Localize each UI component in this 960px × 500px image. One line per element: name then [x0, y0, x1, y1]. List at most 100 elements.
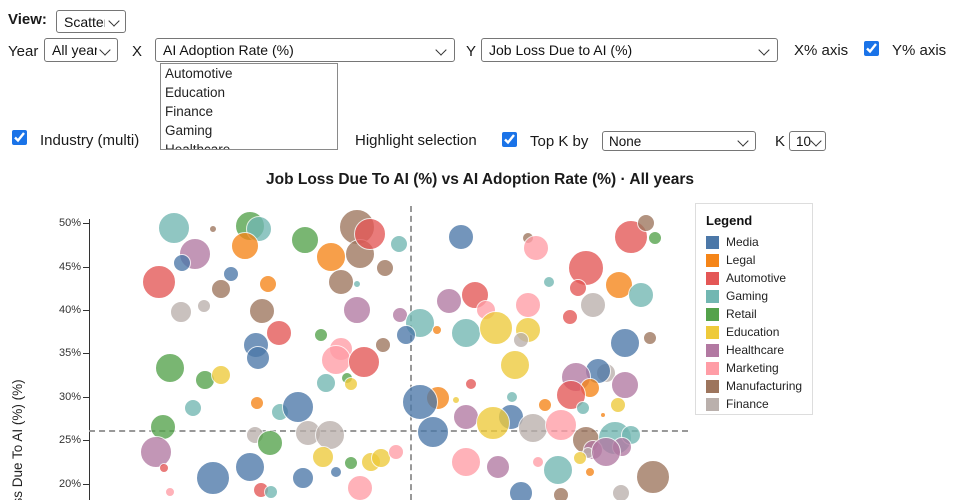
legend-item-media[interactable]: Media [706, 233, 802, 251]
industry-checkbox[interactable] [12, 130, 27, 145]
bubble-automotive[interactable] [266, 320, 292, 346]
bubble-legal[interactable] [585, 467, 595, 477]
topk-select[interactable]: None [602, 131, 756, 151]
bubble-education[interactable] [610, 397, 626, 413]
bubble-retail[interactable] [257, 430, 283, 456]
bubble-manufacturing[interactable] [637, 214, 655, 232]
bubble-healthcare[interactable] [140, 436, 172, 468]
y-field-select[interactable]: Job Loss Due to AI (%) [481, 38, 778, 62]
bubble-automotive[interactable] [465, 378, 477, 390]
bubble-retail[interactable] [291, 226, 319, 254]
bubble-media[interactable] [223, 266, 239, 282]
bubble-finance[interactable] [513, 332, 529, 348]
legend-item-gaming[interactable]: Gaming [706, 287, 802, 305]
x-percent-axis-checkbox[interactable] [864, 41, 879, 56]
bubble-marketing[interactable] [165, 487, 175, 497]
legend-item-retail[interactable]: Retail [706, 305, 802, 323]
bubble-gaming[interactable] [543, 455, 573, 485]
bubble-finance[interactable] [580, 292, 606, 318]
bubble-education[interactable] [344, 377, 358, 391]
bubble-automotive[interactable] [159, 463, 169, 473]
bubble-manufacturing[interactable] [636, 460, 670, 494]
bubble-gaming[interactable] [264, 485, 278, 499]
legend-item-legal[interactable]: Legal [706, 251, 802, 269]
bubble-media[interactable] [402, 384, 438, 420]
highlight-selection-checkbox[interactable] [502, 132, 517, 147]
bubble-gaming[interactable] [543, 276, 555, 288]
bubble-marketing[interactable] [321, 345, 351, 375]
bubble-healthcare[interactable] [343, 296, 371, 324]
bubble-manufacturing[interactable] [328, 269, 354, 295]
bubble-education[interactable] [500, 350, 530, 380]
bubble-marketing[interactable] [515, 292, 541, 318]
bubble-media[interactable] [292, 467, 314, 489]
bubble-legal[interactable] [538, 398, 552, 412]
bubble-healthcare[interactable] [591, 437, 621, 467]
bubble-gaming[interactable] [506, 391, 518, 403]
bubble-healthcare[interactable] [486, 455, 510, 479]
bubble-manufacturing[interactable] [376, 259, 394, 277]
bubble-education[interactable] [573, 451, 587, 465]
bubble-finance[interactable] [170, 301, 192, 323]
bubble-retail[interactable] [155, 353, 185, 383]
bubble-marketing[interactable] [388, 444, 404, 460]
view-select[interactable]: Scatter [56, 10, 126, 33]
bubble-manufacturing[interactable] [375, 337, 391, 353]
legend-item-education[interactable]: Education [706, 323, 802, 341]
industry-option-finance[interactable]: Finance [165, 104, 214, 119]
bubble-education[interactable] [476, 406, 510, 440]
bubble-gaming[interactable] [390, 235, 408, 253]
bubble-legal[interactable] [250, 396, 264, 410]
bubble-healthcare[interactable] [611, 371, 639, 399]
bubble-marketing[interactable] [347, 475, 373, 500]
bubble-marketing[interactable] [451, 447, 481, 477]
bubble-gaming[interactable] [316, 373, 336, 393]
industry-option-education[interactable]: Education [165, 85, 226, 100]
bubble-healthcare[interactable] [436, 288, 462, 314]
bubble-automotive[interactable] [354, 218, 386, 250]
bubble-retail[interactable] [314, 328, 328, 342]
bubble-legal[interactable] [316, 242, 346, 272]
bubble-gaming[interactable] [353, 280, 361, 288]
bubble-media[interactable] [235, 452, 265, 482]
bubble-gaming[interactable] [158, 212, 190, 244]
bubble-education[interactable] [211, 365, 231, 385]
bubble-legal[interactable] [231, 232, 259, 260]
bubble-automotive[interactable] [348, 346, 380, 378]
bubble-media[interactable] [330, 466, 342, 478]
bubble-media[interactable] [448, 224, 474, 250]
bubble-finance[interactable] [612, 484, 630, 500]
bubble-retail[interactable] [344, 456, 358, 470]
bubble-finance[interactable] [518, 413, 548, 443]
bubble-manufacturing[interactable] [209, 225, 217, 233]
bubble-media[interactable] [196, 461, 230, 495]
legend-item-healthcare[interactable]: Healthcare [706, 341, 802, 359]
bubble-media[interactable] [509, 481, 533, 500]
bubble-gaming[interactable] [451, 318, 481, 348]
bubble-legal[interactable] [600, 412, 606, 418]
legend-item-finance[interactable]: Finance [706, 395, 802, 413]
bubble-media[interactable] [246, 346, 270, 370]
bubble-marketing[interactable] [545, 409, 577, 441]
bubble-retail[interactable] [648, 231, 662, 245]
bubble-education[interactable] [452, 396, 460, 404]
bubble-legal[interactable] [432, 325, 442, 335]
bubble-manufacturing[interactable] [643, 331, 657, 345]
bubble-marketing[interactable] [523, 235, 549, 261]
bubble-manufacturing[interactable] [553, 487, 569, 500]
bubble-legal[interactable] [259, 275, 277, 293]
bubble-gaming[interactable] [628, 282, 654, 308]
bubble-media[interactable] [173, 254, 191, 272]
legend-item-manufacturing[interactable]: Manufacturing [706, 377, 802, 395]
bubble-automotive[interactable] [142, 265, 176, 299]
bubble-manufacturing[interactable] [249, 298, 275, 324]
bubble-education[interactable] [479, 311, 513, 345]
bubble-retail[interactable] [150, 414, 176, 440]
industry-option-healthcare[interactable]: Healthcare [165, 142, 231, 150]
bubble-finance[interactable] [197, 299, 211, 313]
k-select[interactable]: 10 [789, 131, 826, 151]
bubble-gaming[interactable] [184, 399, 202, 417]
bubble-education[interactable] [312, 446, 334, 468]
bubble-finance[interactable] [315, 420, 345, 450]
bubble-manufacturing[interactable] [211, 279, 231, 299]
